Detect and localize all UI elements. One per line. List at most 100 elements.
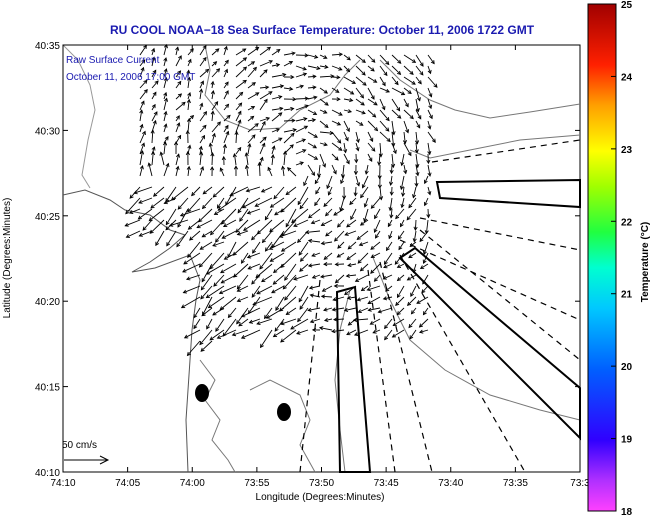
current-vector-head <box>263 314 268 320</box>
current-vector <box>187 92 191 100</box>
current-vector-head <box>333 317 338 322</box>
current-vector <box>415 153 419 168</box>
current-vector-head <box>385 60 390 66</box>
current-vector <box>211 81 214 89</box>
current-vector-head <box>336 223 342 228</box>
current-vector-head <box>173 141 179 146</box>
current-vector <box>235 48 246 56</box>
current-vector <box>394 252 405 265</box>
current-vector-head <box>392 149 397 155</box>
current-vector <box>223 115 231 122</box>
current-vector-head <box>303 181 307 187</box>
current-vector-head <box>385 88 390 93</box>
current-vector <box>259 252 273 270</box>
current-vector <box>201 307 213 317</box>
current-vector-head <box>357 309 362 313</box>
current-vector <box>311 252 321 257</box>
current-vector-head <box>150 129 155 134</box>
current-vector <box>211 121 221 133</box>
current-vector <box>367 54 376 63</box>
current-vector <box>384 318 393 329</box>
current-vector-head <box>221 155 226 161</box>
current-vector-head <box>336 253 341 258</box>
current-vector-head <box>290 132 295 137</box>
current-vector-head <box>396 277 402 282</box>
current-vector <box>374 208 381 219</box>
current-vector <box>211 48 220 56</box>
current-vector-head <box>422 280 427 285</box>
current-vector <box>383 263 393 268</box>
current-vector <box>223 69 228 78</box>
current-vector-head <box>189 48 194 53</box>
current-vector <box>290 318 309 330</box>
current-vector-head <box>326 184 331 190</box>
current-vector <box>228 307 237 318</box>
current-vector <box>200 241 213 250</box>
current-vector <box>322 285 333 292</box>
current-vector <box>423 307 429 315</box>
current-vector-head <box>315 190 320 195</box>
current-vector-head <box>251 134 256 139</box>
current-vector-head <box>239 217 244 222</box>
current-vector-head <box>291 118 296 123</box>
current-vector-head <box>427 69 432 75</box>
current-vector-head <box>397 235 402 240</box>
current-vector <box>295 138 306 144</box>
current-vector <box>427 120 431 129</box>
current-vector-head <box>389 214 394 219</box>
current-vector <box>307 131 318 138</box>
current-vector-head <box>216 68 221 73</box>
current-vector-head <box>180 304 186 309</box>
current-vector <box>223 219 237 227</box>
current-vector-head <box>214 101 219 106</box>
colorbar-tick-label: 25 <box>621 0 633 11</box>
current-vector <box>295 73 307 78</box>
current-vector <box>363 208 369 222</box>
current-vector-head <box>129 194 134 199</box>
current-vector <box>126 230 141 238</box>
current-vector <box>271 112 283 122</box>
current-vector-head <box>207 304 213 309</box>
current-vector <box>223 125 229 133</box>
current-vector-head <box>257 161 262 166</box>
current-vector <box>193 307 201 318</box>
current-vector-head <box>212 242 217 247</box>
current-vector <box>261 274 273 282</box>
current-vector-head <box>327 191 332 196</box>
current-vector <box>295 65 307 70</box>
current-vector <box>384 252 393 265</box>
current-vector <box>297 186 309 205</box>
current-vector <box>235 147 242 155</box>
current-vector-head <box>311 327 317 333</box>
current-vector <box>163 92 167 100</box>
current-vector <box>374 274 381 282</box>
current-vector-head <box>299 267 304 272</box>
annotation-line-2: October 11, 2006 17:00 GMT <box>66 72 195 83</box>
current-vector-head <box>323 89 329 94</box>
current-vector-head <box>177 205 182 210</box>
current-vector <box>408 252 417 259</box>
current-vector <box>199 69 209 78</box>
current-vector-head <box>272 280 277 285</box>
current-vector-head <box>285 191 290 196</box>
current-vector <box>319 120 329 128</box>
y-axis-label: Latitude (Degrees:Minutes) <box>2 198 13 319</box>
current-vector-head <box>280 321 285 326</box>
current-vector <box>419 230 429 242</box>
x-tick-label: 73:35 <box>503 478 528 489</box>
current-vector <box>378 307 393 313</box>
current-vector <box>413 263 417 273</box>
current-vector-head <box>370 204 375 209</box>
current-vector <box>307 86 316 89</box>
current-vector <box>209 143 213 155</box>
current-vector <box>321 241 333 245</box>
current-vector-head <box>212 311 217 316</box>
current-vector <box>259 143 266 155</box>
current-vector <box>163 111 167 122</box>
current-vector-head <box>396 293 401 299</box>
x-tick-label: 73:3 <box>570 478 590 489</box>
current-vector <box>410 285 417 297</box>
current-vector-head <box>304 96 310 101</box>
current-vector <box>142 219 153 231</box>
current-vector-head <box>374 214 378 220</box>
